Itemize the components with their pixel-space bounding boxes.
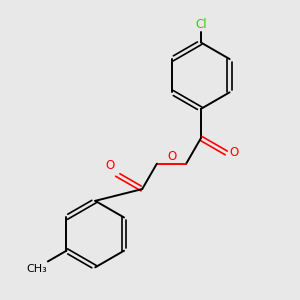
Text: O: O	[230, 146, 238, 159]
Text: CH₃: CH₃	[26, 264, 47, 274]
Text: O: O	[167, 150, 176, 163]
Text: O: O	[106, 159, 115, 172]
Text: Cl: Cl	[195, 18, 207, 31]
